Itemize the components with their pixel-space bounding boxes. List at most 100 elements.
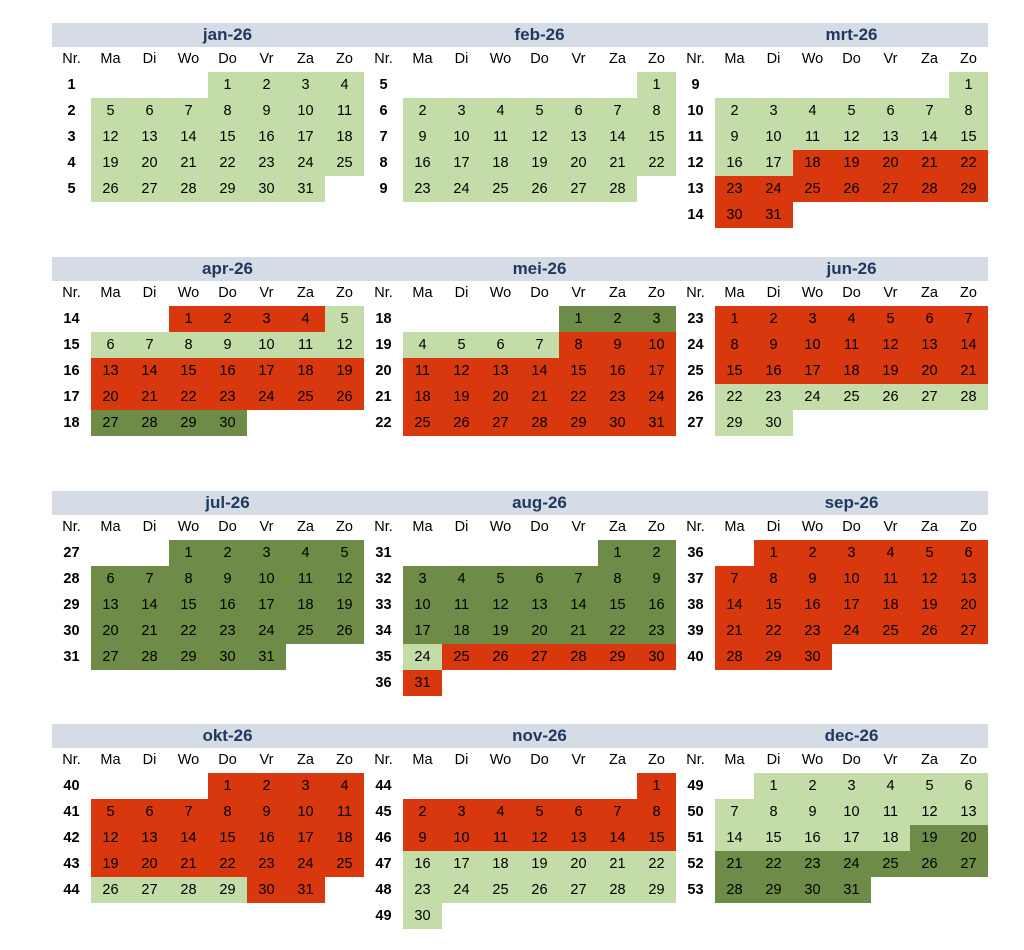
- day-cell: 2: [403, 98, 442, 124]
- weekday-label: Do: [530, 519, 549, 535]
- weekday-header-row: Nr. Ma Di Wo Do Vr Za Zo: [52, 281, 364, 306]
- weekday-label: Do: [842, 285, 861, 301]
- week-row: 40 28 29 30: [676, 644, 988, 670]
- day-cell: 10: [247, 332, 286, 358]
- day-cell: 22: [949, 150, 988, 176]
- day-cell: 24: [247, 618, 286, 644]
- week-number: 14: [687, 207, 704, 223]
- day-cell: 5: [520, 799, 559, 825]
- day-cell: 31: [286, 877, 325, 903]
- day-cell: 28: [598, 877, 637, 903]
- day-cell: 22: [208, 150, 247, 176]
- month-title: apr-26: [201, 259, 254, 278]
- day-cell: 25: [481, 176, 520, 202]
- week-row: 37 7 8 9 10 11 12 13: [676, 566, 988, 592]
- day-cell: 15: [949, 124, 988, 150]
- weekday-label: Do: [218, 285, 237, 301]
- day-cell: 25: [442, 644, 481, 670]
- day-cell: 25: [871, 851, 910, 877]
- weekday-label: Zo: [648, 752, 665, 768]
- day-cell: 13: [949, 799, 988, 825]
- day-cell: 10: [403, 592, 442, 618]
- week-number: 26: [687, 389, 704, 405]
- day-cell: 6: [91, 332, 130, 358]
- day-cell: 7: [598, 799, 637, 825]
- week-number: 45: [375, 804, 392, 820]
- day-cell: 9: [637, 566, 676, 592]
- month-title: jun-26: [826, 259, 877, 278]
- week-number: 33: [375, 597, 392, 613]
- weekday-label: Za: [921, 752, 938, 768]
- day-cell: 21: [130, 384, 169, 410]
- day-cell: 19: [325, 592, 364, 618]
- week-number-header: Nr.: [374, 285, 393, 301]
- day-cell: 21: [559, 618, 598, 644]
- week-row: 44 1: [364, 773, 676, 799]
- day-cell: 8: [598, 566, 637, 592]
- week-row: 26 22 23 24 25 26 27 28: [676, 384, 988, 410]
- weekday-label: Vr: [259, 285, 274, 301]
- week-number: 14: [63, 311, 80, 327]
- day-cell: 24: [832, 618, 871, 644]
- day-cell: 8: [208, 799, 247, 825]
- day-cell: 25: [871, 618, 910, 644]
- day-cell: 20: [871, 150, 910, 176]
- day-cell: 3: [832, 540, 871, 566]
- weekday-label: Do: [842, 752, 861, 768]
- weekday-label: Ma: [100, 51, 121, 67]
- week-number-header: Nr.: [686, 519, 705, 535]
- day-cell: 16: [208, 358, 247, 384]
- day-cell: 5: [325, 540, 364, 566]
- day-cell: 10: [286, 799, 325, 825]
- day-cell: 2: [754, 306, 793, 332]
- week-row: 49 30: [364, 903, 676, 929]
- week-number: 9: [691, 77, 700, 93]
- day-cell: 19: [481, 618, 520, 644]
- day-cell: 27: [481, 410, 520, 436]
- day-cell: 27: [949, 851, 988, 877]
- day-cell: 13: [871, 124, 910, 150]
- week-number: 40: [63, 778, 80, 794]
- day-cell: 20: [559, 851, 598, 877]
- week-row: 11 9 10 11 12 13 14 15: [676, 124, 988, 150]
- week-number: 53: [687, 882, 704, 898]
- day-cell: 2: [598, 306, 637, 332]
- day-cell: 1: [949, 72, 988, 98]
- weekday-label: Za: [297, 752, 314, 768]
- day-cell: 20: [130, 851, 169, 877]
- week-row: 44 26 27 28 29 30 31: [52, 877, 364, 903]
- day-cell: 31: [247, 644, 286, 670]
- day-cell: 5: [325, 306, 364, 332]
- weekday-label: Zo: [336, 285, 353, 301]
- week-row: 48 23 24 25 26 27 28 29: [364, 877, 676, 903]
- day-cell: 16: [637, 592, 676, 618]
- day-cell: 17: [286, 124, 325, 150]
- day-cell: 5: [520, 98, 559, 124]
- day-cell: 10: [832, 799, 871, 825]
- month-title: mei-26: [512, 259, 567, 278]
- day-cell: 25: [793, 176, 832, 202]
- day-cell: 1: [169, 540, 208, 566]
- day-cell: 14: [949, 332, 988, 358]
- month-title: okt-26: [202, 726, 253, 745]
- day-cell: 15: [754, 825, 793, 851]
- weekday-label: Wo: [801, 752, 824, 768]
- weekday-header-row: Nr. Ma Di Wo Do Vr Za Zo: [364, 281, 676, 306]
- day-cell: 3: [403, 566, 442, 592]
- weekday-label: Di: [454, 51, 469, 67]
- day-cell: 26: [442, 410, 481, 436]
- day-cell: 6: [559, 98, 598, 124]
- weekday-label: Do: [842, 519, 861, 535]
- day-cell: 21: [910, 150, 949, 176]
- day-cell: 6: [910, 306, 949, 332]
- day-cell: 28: [715, 644, 754, 670]
- day-cell: 22: [637, 150, 676, 176]
- day-cell: 6: [520, 566, 559, 592]
- day-cell: 8: [637, 98, 676, 124]
- day-cell: 5: [481, 566, 520, 592]
- day-cell: 3: [442, 98, 481, 124]
- week-number-header: Nr.: [686, 51, 705, 67]
- day-cell: 18: [871, 825, 910, 851]
- day-cell: 7: [598, 98, 637, 124]
